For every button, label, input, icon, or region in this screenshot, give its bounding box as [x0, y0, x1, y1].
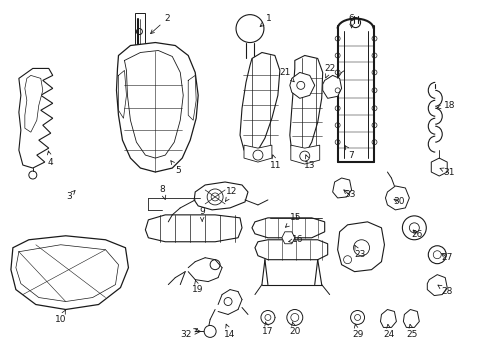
Text: 32: 32: [180, 329, 197, 339]
Text: 30: 30: [393, 197, 405, 206]
Text: 21: 21: [279, 68, 294, 82]
Text: 33: 33: [343, 190, 355, 199]
Text: 1: 1: [260, 14, 271, 27]
Polygon shape: [290, 145, 319, 164]
Polygon shape: [427, 275, 447, 296]
Text: 26: 26: [411, 230, 422, 239]
Text: 24: 24: [383, 324, 394, 339]
Text: 28: 28: [437, 285, 452, 296]
Text: 19: 19: [192, 280, 203, 294]
Text: 16: 16: [288, 235, 303, 244]
Polygon shape: [116, 42, 198, 172]
Circle shape: [261, 310, 274, 324]
Text: 12: 12: [225, 188, 237, 201]
Polygon shape: [240, 53, 279, 155]
Text: 8: 8: [159, 185, 165, 199]
Circle shape: [286, 310, 302, 325]
Polygon shape: [19, 68, 53, 168]
Text: 18: 18: [436, 101, 454, 110]
Polygon shape: [430, 158, 447, 176]
Text: 22: 22: [324, 64, 335, 78]
Polygon shape: [11, 236, 128, 310]
Text: 14: 14: [224, 324, 235, 339]
Text: 15: 15: [285, 213, 301, 227]
Text: 9: 9: [199, 207, 204, 221]
Circle shape: [203, 325, 216, 337]
Polygon shape: [289, 55, 322, 158]
Polygon shape: [380, 310, 396, 328]
Polygon shape: [332, 178, 351, 198]
Text: 29: 29: [351, 324, 363, 339]
Polygon shape: [322, 75, 341, 98]
Polygon shape: [244, 145, 271, 162]
Polygon shape: [194, 182, 247, 210]
Polygon shape: [281, 232, 294, 244]
Polygon shape: [385, 186, 408, 210]
Text: 5: 5: [170, 161, 181, 175]
Text: 11: 11: [269, 155, 281, 170]
Circle shape: [236, 15, 264, 42]
Polygon shape: [25, 75, 42, 132]
Text: 17: 17: [262, 322, 273, 336]
Text: 2: 2: [150, 14, 170, 33]
Text: 10: 10: [55, 310, 66, 324]
Text: 20: 20: [288, 322, 300, 336]
Polygon shape: [251, 218, 324, 238]
Circle shape: [427, 246, 446, 264]
Text: 27: 27: [441, 253, 452, 262]
Polygon shape: [135, 13, 145, 50]
Text: 13: 13: [304, 155, 315, 170]
Text: 25: 25: [406, 324, 417, 339]
Polygon shape: [254, 240, 327, 260]
Text: 4: 4: [47, 151, 54, 167]
Polygon shape: [289, 72, 314, 98]
Circle shape: [402, 216, 426, 240]
Polygon shape: [145, 215, 242, 242]
Polygon shape: [403, 310, 419, 328]
Text: 3: 3: [66, 190, 75, 202]
Text: 7: 7: [345, 146, 354, 159]
Text: 31: 31: [439, 167, 454, 176]
Text: 6: 6: [348, 14, 354, 28]
Circle shape: [350, 310, 364, 324]
Polygon shape: [337, 222, 384, 272]
Text: 23: 23: [353, 246, 365, 259]
